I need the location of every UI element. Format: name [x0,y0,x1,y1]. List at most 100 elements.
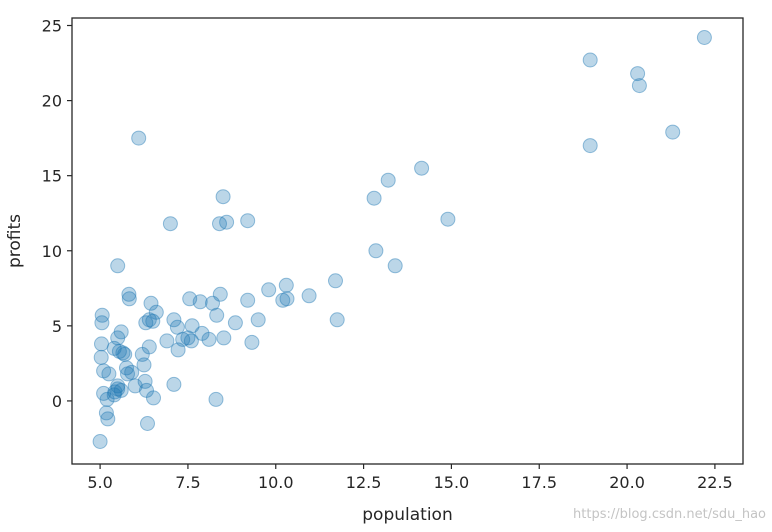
data-point [94,336,109,352]
x-tick-label: 15.0 [434,473,470,492]
data-point [278,277,294,293]
x-tick-label: 20.0 [609,473,645,492]
data-point [275,292,291,308]
data-point [99,391,115,407]
data-point [141,339,157,355]
data-point [115,345,131,361]
data-point [107,384,123,400]
data-point [696,30,712,45]
x-tick-label: 10.0 [258,473,294,492]
data-point [380,172,396,188]
y-tick-label: 0 [52,392,62,411]
data-point [140,416,155,431]
data-point [100,411,116,427]
data-point [209,307,225,323]
data-point [96,385,112,401]
data-point [219,214,235,230]
data-point [110,378,126,394]
data-point [106,340,122,356]
y-tick-label: 10 [42,242,62,261]
data-point [94,315,110,331]
data-point [240,292,256,308]
x-tick-label: 22.5 [697,473,733,492]
data-point [143,295,159,311]
data-point [192,294,208,310]
data-point [159,333,175,349]
data-point [301,288,317,304]
data-point [205,295,220,311]
data-point [582,138,598,154]
x-tick-label: 7.5 [175,473,200,492]
data-point [145,313,161,329]
data-point [368,243,384,259]
data-point [212,286,228,302]
data-point [175,331,191,347]
data-point [121,286,137,302]
data-point [101,366,117,382]
data-point [117,346,133,362]
data-point [665,124,681,140]
data-point [182,291,198,307]
data-point [110,330,126,346]
data-point [113,324,129,340]
x-axis-label: population [362,505,452,525]
data-point [141,312,157,328]
data-points [92,30,712,449]
data-point [630,66,646,82]
data-point [148,304,164,320]
data-point [212,216,227,232]
data-point [94,307,110,323]
data-point [146,390,161,406]
data-point [184,318,200,334]
data-point [279,291,295,307]
data-point [227,315,243,331]
data-point [138,315,154,331]
data-point [261,282,277,298]
data-point [139,382,154,398]
data-point [366,190,382,206]
data-point [120,366,135,382]
data-point [110,258,126,274]
y-tick-label: 15 [42,167,62,186]
data-point [328,273,343,289]
data-point [387,258,403,274]
y-tick-label: 20 [42,92,62,111]
data-point [250,312,266,328]
x-tick-label: 17.5 [521,473,557,492]
data-point [582,52,598,68]
data-point [440,211,456,227]
data-point [119,360,134,376]
data-point [166,376,182,392]
data-point [194,325,210,341]
y-tick-label: 25 [42,17,62,36]
data-point [110,381,126,397]
data-point [137,373,153,389]
data-point [180,330,196,346]
data-point [136,357,152,373]
data-point [93,349,109,365]
data-point [131,130,147,146]
x-axis: 5.0 7.5 10.0 12.5 15.0 17.5 20.0 22.5 [87,464,733,492]
y-tick-label: 5 [52,317,62,336]
x-tick-label: 12.5 [346,473,382,492]
data-point [631,78,647,94]
data-point [127,378,143,394]
data-point [215,189,231,205]
plot-frame [71,17,744,465]
data-point [169,319,185,335]
data-point [121,291,137,307]
data-point [244,334,260,350]
data-point [162,216,178,232]
data-point [96,363,112,379]
y-axis: 0 5 10 15 20 25 [42,17,72,411]
data-point [208,391,224,407]
data-point [113,382,129,398]
data-point [106,387,122,403]
watermark: https://blog.csdn.net/sdu_hao [573,507,766,522]
data-point [98,405,114,421]
data-point [414,160,430,176]
y-axis-label: profits [5,214,25,268]
data-point [124,364,140,380]
data-point [201,331,217,347]
